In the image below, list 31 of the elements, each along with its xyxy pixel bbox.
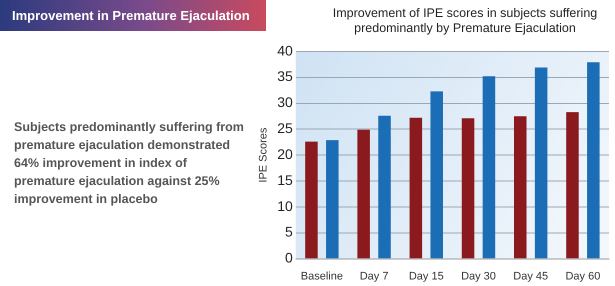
y-tick-label: 20	[277, 146, 293, 162]
bar	[482, 76, 496, 258]
bar	[587, 62, 600, 258]
y-tick-label: 0	[284, 250, 293, 266]
bar	[534, 67, 548, 258]
y-tick-label: 5	[284, 224, 293, 240]
x-tick-label: Day 15	[408, 270, 444, 282]
bar	[514, 116, 527, 258]
bar	[566, 112, 579, 258]
x-tick-label: Baseline	[300, 270, 343, 282]
y-axis-title: IPE Scores	[258, 127, 270, 183]
y-tick-label: 35	[277, 68, 293, 84]
bar	[326, 140, 339, 258]
bar	[430, 91, 443, 258]
y-tick-label: 25	[277, 120, 293, 136]
text: Improvement in Premature Ejaculation	[0, 0, 266, 31]
y-tick-label: 40	[277, 42, 293, 58]
bar	[410, 118, 422, 258]
text: Subjects predominantly suffering from premature ejaculation demonstrated 64% improvement in index of premature ejaculation against 25% improvement in placebo	[14, 119, 245, 208]
y-tick-label: 10	[277, 198, 293, 214]
bar	[378, 116, 391, 258]
bar	[462, 118, 474, 258]
bar	[305, 142, 318, 258]
y-tick-label: 30	[277, 94, 293, 110]
chart-title: Improvement of IPE scores in subjects suffering predominantly by Premature Ejaculation	[332, 6, 598, 36]
x-tick-label: Day 45	[513, 270, 548, 282]
x-tick-label: Day 30	[461, 270, 496, 282]
x-tick-label: Day 60	[565, 270, 600, 282]
x-tick-label: Day 7	[360, 270, 388, 282]
y-tick-label: 15	[277, 172, 293, 188]
bar	[357, 130, 370, 258]
